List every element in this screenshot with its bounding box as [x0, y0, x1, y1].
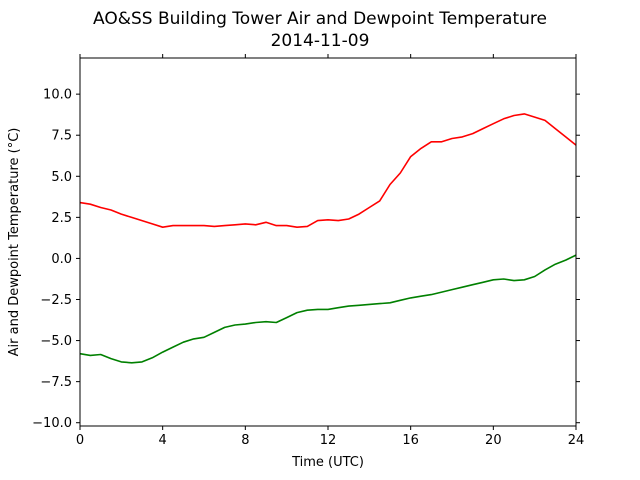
- x-axis-label: Time (UTC): [291, 455, 364, 470]
- chart-title: AO&SS Building Tower Air and Dewpoint Te…: [93, 9, 547, 29]
- y-tick-label: −7.5: [40, 375, 72, 390]
- chart-subtitle: 2014-11-09: [271, 31, 370, 51]
- y-axis: −10.0 −7.5 −5.0 −2.5 0.0 2.5 5.0 7.5 10.0: [32, 88, 580, 431]
- plot-frame: [79, 57, 577, 427]
- y-tick-label: 10.0: [43, 88, 72, 103]
- y-axis-label: Air and Dewpoint Temperature (°C): [7, 128, 22, 357]
- series-line-1: [79, 113, 577, 228]
- x-tick-label: 4: [159, 433, 167, 448]
- x-axis: 0 4 8 12 16 20 24: [76, 54, 584, 448]
- x-tick-label: 20: [485, 433, 502, 448]
- x-tick-label: 24: [568, 433, 585, 448]
- y-tick-label: 7.5: [51, 129, 72, 144]
- series-line-2: [79, 254, 577, 364]
- y-tick-label: 5.0: [51, 170, 72, 185]
- x-tick-label: 8: [241, 433, 249, 448]
- x-tick-label: 0: [76, 433, 84, 448]
- y-tick-label: −10.0: [32, 416, 72, 431]
- x-tick-label: 12: [320, 433, 337, 448]
- y-tick-label: 2.5: [51, 211, 72, 226]
- y-tick-label: −2.5: [40, 293, 72, 308]
- y-tick-label: −5.0: [40, 334, 72, 349]
- series-layer: [79, 113, 577, 364]
- x-tick-label: 16: [402, 433, 419, 448]
- y-tick-label: 0.0: [51, 252, 72, 267]
